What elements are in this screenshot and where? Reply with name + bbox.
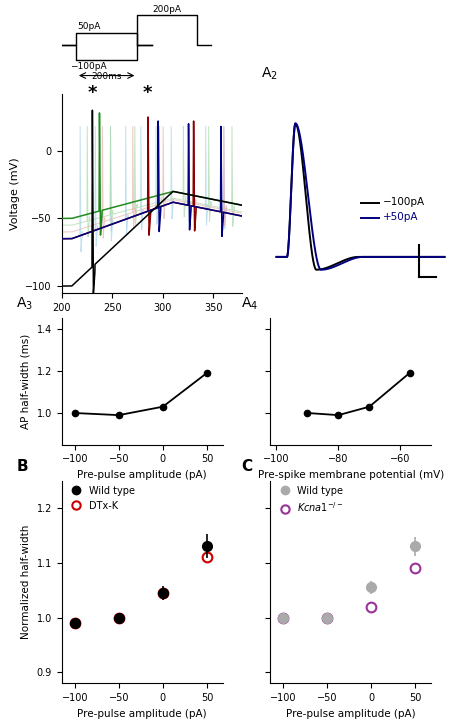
Y-axis label: Voltage (mV): Voltage (mV) <box>10 157 20 230</box>
Text: −100pA: −100pA <box>383 197 425 207</box>
Y-axis label: AP half-width (ms): AP half-width (ms) <box>21 334 31 429</box>
Text: *: * <box>143 84 152 102</box>
Text: 200pA: 200pA <box>153 4 182 14</box>
Text: C: C <box>241 458 252 474</box>
Text: B: B <box>17 458 28 474</box>
Text: +50pA: +50pA <box>383 212 418 222</box>
X-axis label: Pre-pulse amplitude (pA): Pre-pulse amplitude (pA) <box>77 470 207 480</box>
Legend: Wild type, DTx-K: Wild type, DTx-K <box>66 486 135 510</box>
X-axis label: Time (ms): Time (ms) <box>124 318 180 328</box>
Text: $\mathregular{A_1}$: $\mathregular{A_1}$ <box>35 0 52 2</box>
Text: −100pA: −100pA <box>70 62 107 71</box>
X-axis label: Pre-spike membrane potential (mV): Pre-spike membrane potential (mV) <box>258 470 444 480</box>
Legend: Wild type, $Kcna1^{-/-}$: Wild type, $Kcna1^{-/-}$ <box>275 486 344 514</box>
Text: 200ms: 200ms <box>91 72 122 80</box>
Text: *: * <box>87 84 97 102</box>
X-axis label: Pre-pulse amplitude (pA): Pre-pulse amplitude (pA) <box>77 709 207 719</box>
X-axis label: Pre-pulse amplitude (pA): Pre-pulse amplitude (pA) <box>286 709 416 719</box>
Text: $\mathregular{A_4}$: $\mathregular{A_4}$ <box>241 296 258 312</box>
Text: $\mathregular{A_3}$: $\mathregular{A_3}$ <box>17 296 34 312</box>
Y-axis label: Normalized half-width: Normalized half-width <box>21 525 31 639</box>
Text: 50pA: 50pA <box>77 22 100 31</box>
Text: $\mathregular{A_2}$: $\mathregular{A_2}$ <box>261 66 278 82</box>
